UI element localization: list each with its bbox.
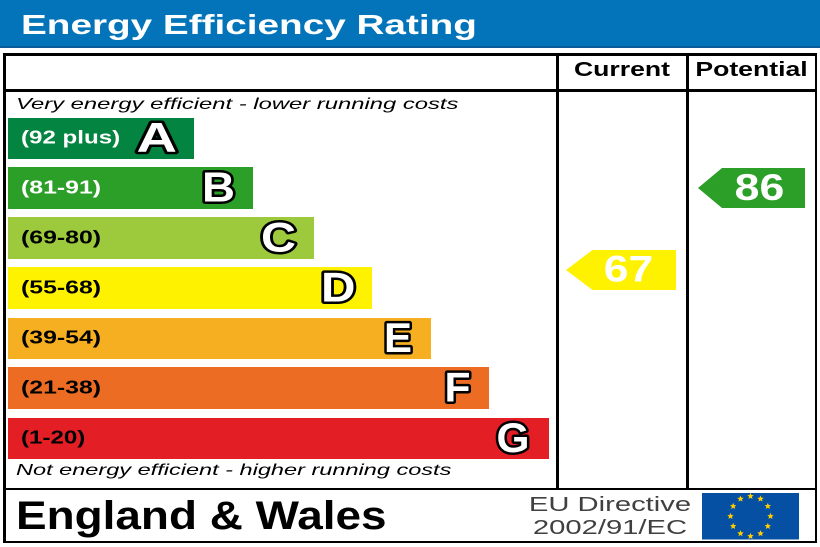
svg-text:D: D [321,264,356,311]
svg-text:G: G [497,414,530,461]
svg-text:67: 67 [604,249,653,290]
svg-text:C: C [261,214,296,261]
svg-text:A: A [137,114,178,161]
svg-text:F: F [445,364,471,411]
svg-text:86: 86 [735,167,785,208]
svg-text:B: B [202,164,235,211]
svg-text:E: E [384,314,412,361]
